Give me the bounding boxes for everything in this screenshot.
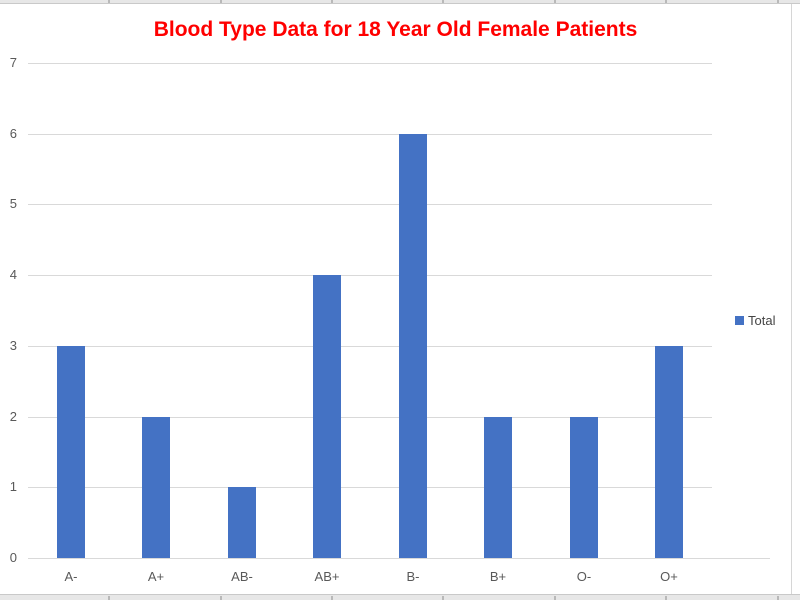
y-tick-label: 6 <box>9 126 17 141</box>
x-axis-line <box>28 558 770 559</box>
y-tick-label: 5 <box>9 196 17 211</box>
cell-border <box>554 596 556 600</box>
chart-object-border <box>791 4 792 594</box>
bar-B-[interactable] <box>399 134 427 558</box>
gridline <box>28 63 712 64</box>
cell-border <box>777 596 779 600</box>
cell-border <box>442 596 444 600</box>
gridline <box>28 487 712 488</box>
cell-border <box>331 596 333 600</box>
bar-AB+[interactable] <box>313 275 341 558</box>
legend-swatch-icon <box>735 316 744 325</box>
worksheet-strip-top <box>0 0 800 4</box>
cell-border <box>665 0 667 3</box>
bar-B+[interactable] <box>484 417 512 558</box>
gridline <box>28 204 712 205</box>
cell-border <box>220 0 222 3</box>
chart-canvas[interactable]: Blood Type Data for 18 Year Old Female P… <box>0 4 791 593</box>
x-tick-label-O-: O- <box>576 569 592 584</box>
bar-A+[interactable] <box>142 417 170 558</box>
legend[interactable]: Total <box>735 313 775 328</box>
legend-label: Total <box>748 313 776 328</box>
x-tick-label-B-: B- <box>406 569 420 584</box>
x-tick-label-A+: A+ <box>147 569 165 584</box>
cell-border <box>442 0 444 3</box>
y-tick-label: 7 <box>9 55 17 70</box>
x-tick-label-A-: A- <box>64 569 78 584</box>
worksheet-strip-bottom <box>0 594 800 600</box>
y-tick-label: 2 <box>9 409 17 424</box>
cell-border <box>108 596 110 600</box>
plot-area[interactable] <box>28 63 770 559</box>
y-tick-label: 4 <box>9 267 17 282</box>
bar-AB-[interactable] <box>228 487 256 558</box>
bar-A-[interactable] <box>57 346 85 558</box>
cell-border <box>665 596 667 600</box>
gridline <box>28 417 712 418</box>
x-tick-label-B+: B+ <box>489 569 507 584</box>
y-tick-label: 1 <box>9 479 17 494</box>
bar-O-[interactable] <box>570 417 598 558</box>
x-tick-label-AB-: AB- <box>231 569 253 584</box>
cell-border <box>331 0 333 3</box>
cell-border <box>108 0 110 3</box>
gridline <box>28 275 712 276</box>
cell-border <box>554 0 556 3</box>
cell-border <box>777 0 779 3</box>
gridline <box>28 346 712 347</box>
x-tick-label-AB+: AB+ <box>314 569 340 584</box>
gridline <box>28 134 712 135</box>
cell-border <box>220 596 222 600</box>
y-tick-label: 0 <box>9 550 17 565</box>
bar-O+[interactable] <box>655 346 683 558</box>
chart-title[interactable]: Blood Type Data for 18 Year Old Female P… <box>153 18 638 41</box>
x-tick-label-O+: O+ <box>660 569 678 584</box>
y-tick-label: 3 <box>9 338 17 353</box>
